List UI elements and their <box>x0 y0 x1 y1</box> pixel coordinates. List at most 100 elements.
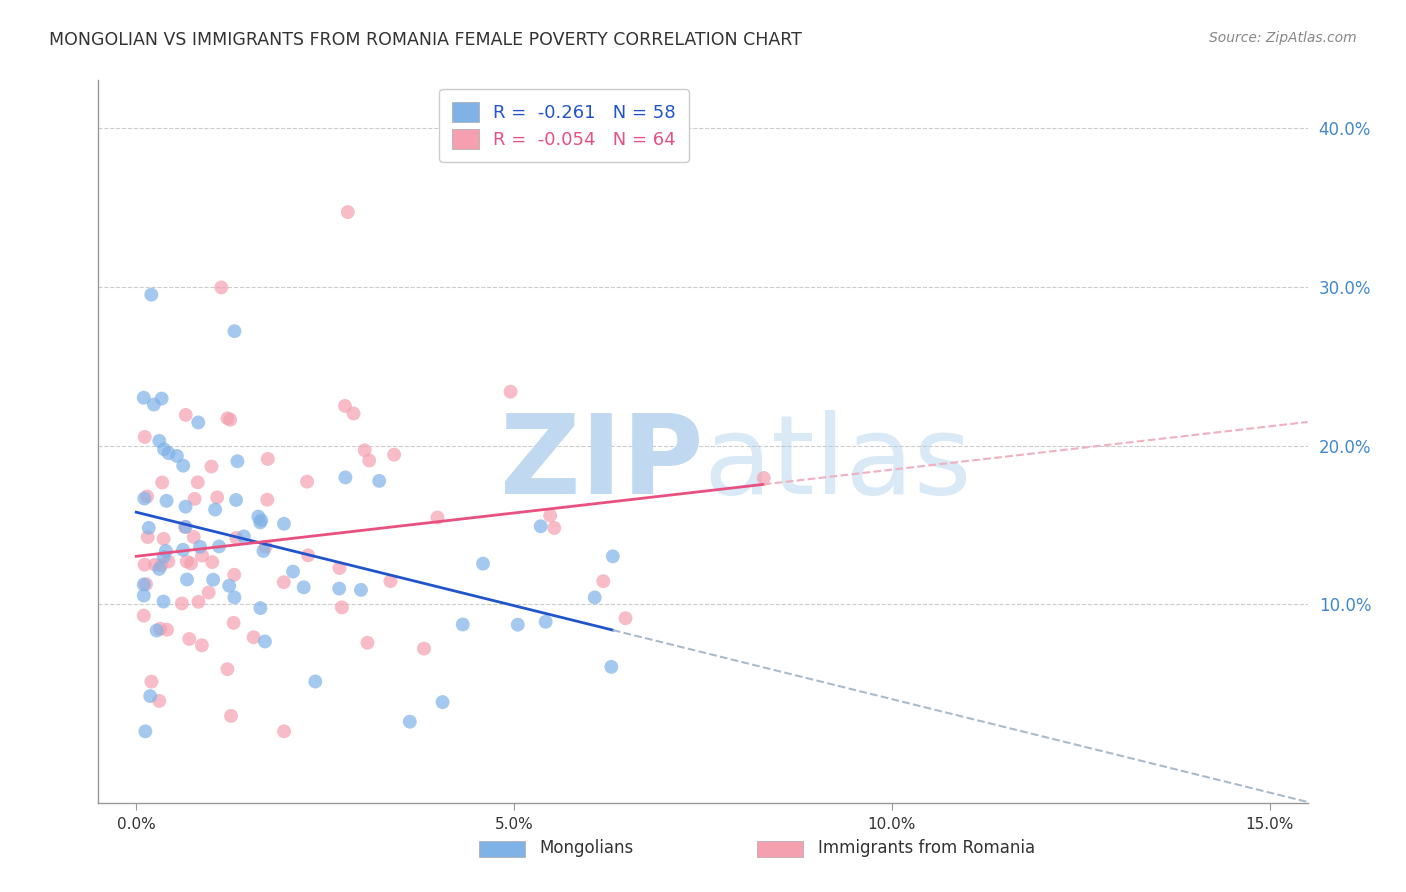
Point <box>150 392 173 406</box>
Point <box>201 555 224 569</box>
Point <box>225 531 247 545</box>
Point <box>219 413 242 427</box>
Point <box>247 509 270 524</box>
Point <box>132 391 155 405</box>
Point <box>295 475 318 489</box>
Point <box>224 324 246 338</box>
Point <box>152 549 174 564</box>
Point <box>176 573 198 587</box>
Point <box>583 591 606 605</box>
Point <box>200 459 222 474</box>
Point <box>174 408 197 422</box>
Point <box>197 585 219 599</box>
Point <box>204 502 226 516</box>
Point <box>592 574 614 589</box>
Point <box>398 714 420 729</box>
Point <box>225 493 247 508</box>
Point <box>148 562 170 576</box>
Point <box>252 544 274 558</box>
Point <box>224 567 246 582</box>
Point <box>166 449 188 463</box>
Point <box>205 491 228 505</box>
Point <box>359 453 381 467</box>
Point <box>183 530 205 544</box>
Point <box>413 641 436 656</box>
Point <box>249 516 271 530</box>
Point <box>170 597 193 611</box>
Point <box>356 636 378 650</box>
Point <box>530 519 553 533</box>
Text: Source: ZipAtlas.com: Source: ZipAtlas.com <box>1209 31 1357 45</box>
Point <box>172 458 194 473</box>
Point <box>139 689 162 703</box>
Point <box>226 454 249 468</box>
Point <box>172 542 194 557</box>
Point <box>292 580 315 594</box>
Point <box>134 491 156 506</box>
Point <box>451 617 474 632</box>
Point <box>250 513 273 527</box>
Point <box>138 521 160 535</box>
Point <box>136 530 159 544</box>
FancyBboxPatch shape <box>479 841 526 857</box>
Point <box>232 529 254 543</box>
Point <box>208 540 231 554</box>
Point <box>148 694 170 708</box>
Point <box>330 600 353 615</box>
Point <box>174 520 197 534</box>
Point <box>180 557 202 571</box>
Point <box>273 575 295 590</box>
Point <box>149 622 172 636</box>
Point <box>152 594 174 608</box>
Point <box>132 589 155 603</box>
Point <box>353 443 375 458</box>
Point <box>600 660 623 674</box>
Point <box>256 492 278 507</box>
Point <box>380 574 402 588</box>
Point <box>273 724 295 739</box>
Point <box>187 475 209 490</box>
Point <box>218 579 240 593</box>
Point <box>174 500 197 514</box>
Point <box>142 398 165 412</box>
Point <box>499 384 522 399</box>
Point <box>614 611 637 625</box>
Point <box>253 634 276 648</box>
Point <box>176 554 198 568</box>
Point <box>209 280 232 294</box>
Point <box>191 638 214 652</box>
Point <box>752 471 775 485</box>
Point <box>273 516 295 531</box>
Point <box>382 448 405 462</box>
Point <box>187 416 209 430</box>
Point <box>132 608 155 623</box>
Point <box>328 561 350 575</box>
Point <box>143 558 166 572</box>
Text: MONGOLIAN VS IMMIGRANTS FROM ROMANIA FEMALE POVERTY CORRELATION CHART: MONGOLIAN VS IMMIGRANTS FROM ROMANIA FEM… <box>49 31 801 49</box>
Point <box>328 582 350 596</box>
Point <box>432 695 454 709</box>
Point <box>153 442 176 457</box>
Point <box>134 430 156 444</box>
Point <box>472 557 495 571</box>
Point <box>135 577 157 591</box>
Point <box>191 549 214 563</box>
Point <box>202 573 225 587</box>
Point <box>281 565 304 579</box>
Point <box>543 521 565 535</box>
Point <box>134 724 156 739</box>
Point <box>157 555 180 569</box>
Point <box>148 434 170 448</box>
Point <box>254 540 277 554</box>
Point <box>222 615 245 630</box>
Legend: R =  -0.261   N = 58, R =  -0.054   N = 64: R = -0.261 N = 58, R = -0.054 N = 64 <box>439 89 689 161</box>
Point <box>342 407 364 421</box>
Point <box>187 595 209 609</box>
Point <box>217 411 239 425</box>
Point <box>141 674 163 689</box>
Text: atlas: atlas <box>703 409 972 516</box>
Point <box>333 399 356 413</box>
Point <box>141 287 163 301</box>
Point <box>183 491 205 506</box>
Point <box>350 582 373 597</box>
